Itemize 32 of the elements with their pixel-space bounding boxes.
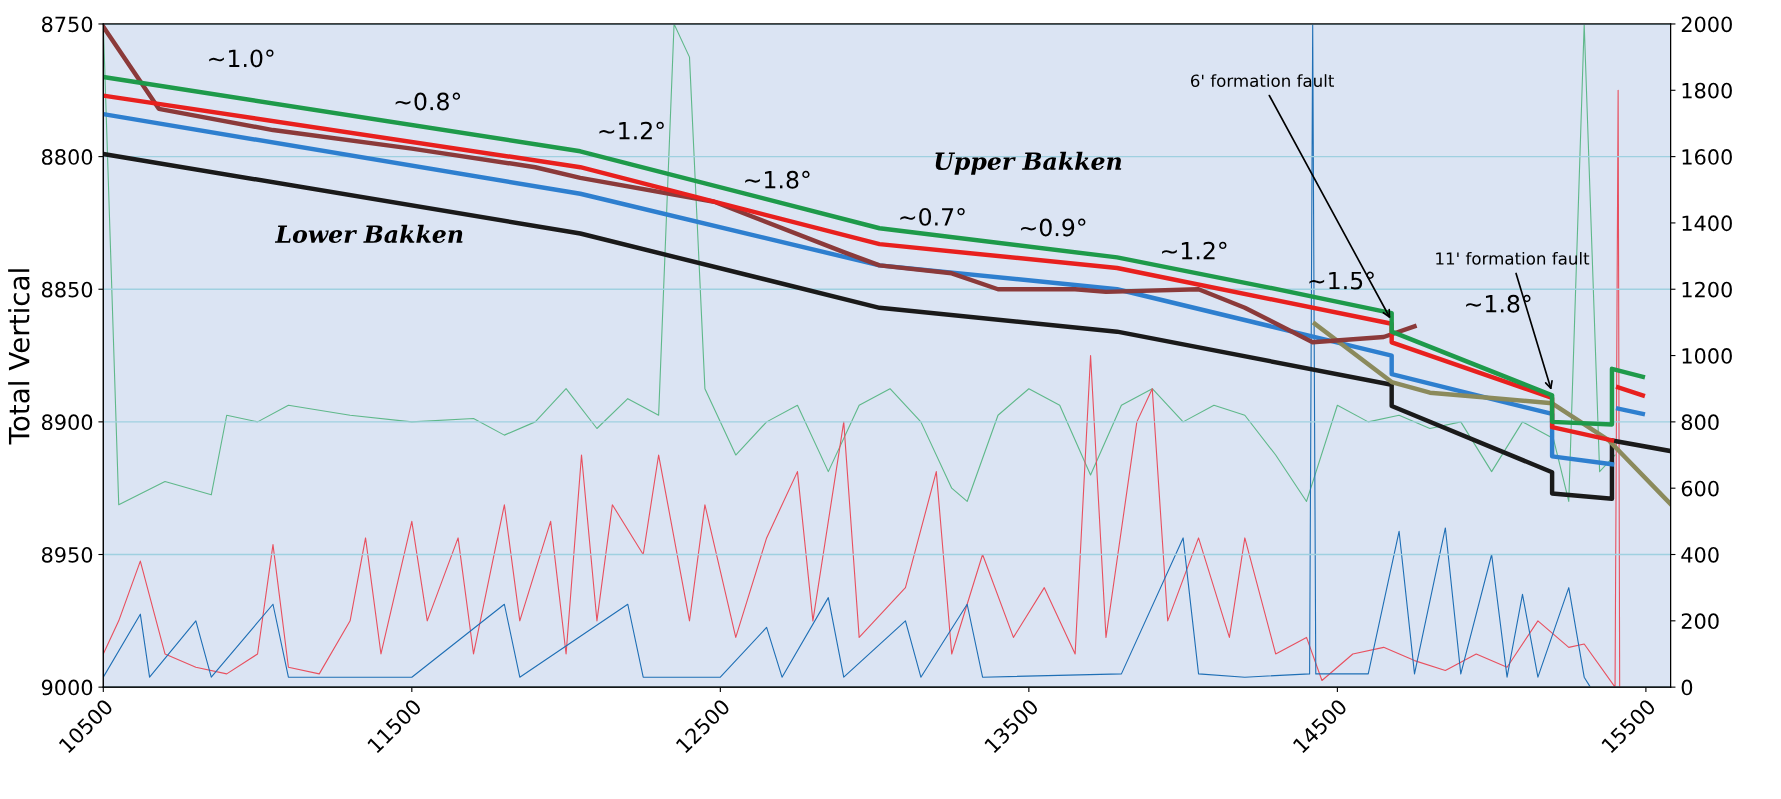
- line-series: [103, 23, 1616, 506]
- y2-tick-label: 1200: [1682, 281, 1732, 298]
- y-tick-label: 8950: [41, 546, 93, 563]
- y2-tick-label: 1000: [1682, 348, 1732, 364]
- annotation: Upper Bakken: [935, 151, 1122, 175]
- annotation: ~1.8°: [745, 170, 810, 189]
- annotation: ~0.7°: [900, 207, 965, 226]
- y-tick-label: 8750: [41, 16, 93, 33]
- annotation: ~0.8°: [395, 92, 461, 111]
- line-series: [1312, 321, 1671, 507]
- y2-tick-label: 1400: [1682, 215, 1732, 232]
- y-tick-label: 9000: [41, 679, 93, 696]
- annotation: Lower Bakken: [274, 224, 463, 244]
- y2-tick-label: 0: [1681, 679, 1693, 696]
- y2-tick-label: 2000: [1681, 16, 1732, 33]
- y-axis-title: Total Vertical: [8, 269, 30, 445]
- line-series: [103, 24, 1417, 345]
- y-tick-label: 8800: [41, 149, 93, 165]
- annotation: ~1.2°: [599, 121, 664, 140]
- annotation: ~1.2°: [1162, 241, 1227, 260]
- line-series: [103, 151, 1671, 502]
- y2-tick-label: 600: [1681, 480, 1719, 497]
- y-tick-label: 8850: [41, 281, 93, 298]
- y2-tick-label: 800: [1681, 414, 1719, 431]
- annotation: ~0.9°: [1021, 218, 1086, 237]
- y-tick-label: 8900: [41, 414, 93, 431]
- y2-tick-label: 400: [1681, 546, 1719, 563]
- y2-tick-label: 1800: [1682, 82, 1732, 99]
- annotation: 11' formation fault: [1436, 251, 1590, 265]
- y2-tick-label: 1600: [1682, 149, 1732, 165]
- y2-tick-label: 200: [1681, 613, 1719, 630]
- annotation: ~1.0°: [209, 49, 274, 68]
